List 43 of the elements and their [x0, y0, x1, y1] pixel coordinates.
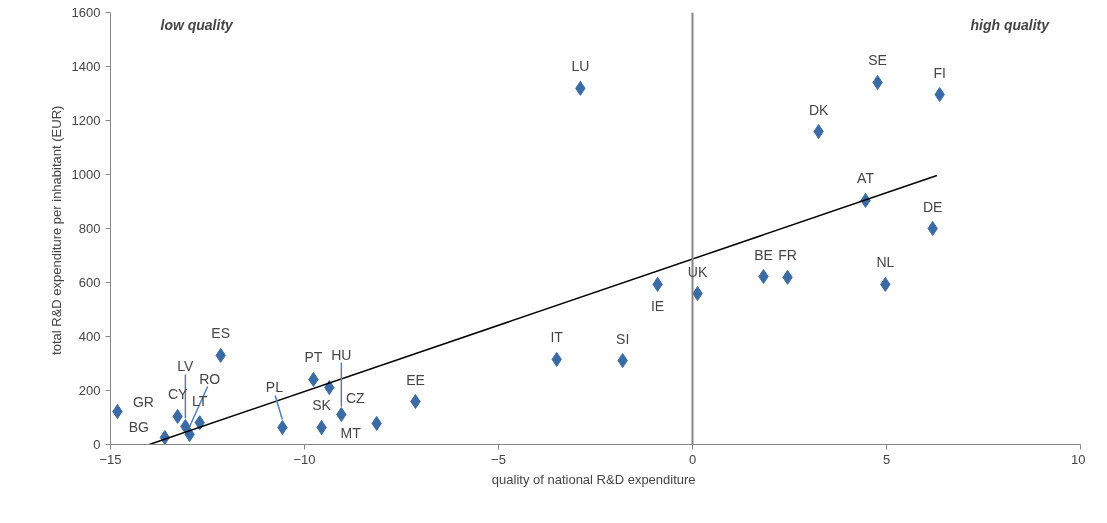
annotation: SE [868, 52, 887, 69]
y-tick-label: 1400 [71, 59, 101, 74]
annotation: SI [616, 330, 630, 347]
annotation: GR [132, 393, 154, 410]
annotation: NL [876, 254, 895, 271]
annotation: low quality [160, 16, 235, 33]
y-tick-label: 1000 [71, 167, 101, 182]
x-tick-label: −5 [491, 451, 506, 467]
y-tick-label: 200 [78, 383, 101, 398]
y-tick-label: 0 [93, 437, 101, 452]
annotation: PT [304, 349, 323, 366]
annotation: high quality [970, 16, 1051, 33]
annotation: LU [571, 58, 590, 75]
annotation: BE [754, 246, 773, 263]
y-axis-title: total R&D expenditure per inhabitant (EUR) [48, 105, 64, 355]
annotation: LV [177, 358, 195, 375]
annotation: HU [331, 346, 352, 363]
annotation: SK [312, 397, 332, 414]
x-tick-label: −10 [293, 451, 316, 467]
annotation: RO [199, 370, 221, 387]
annotation: FI [933, 64, 946, 81]
y-tick-label: 1600 [71, 5, 101, 20]
annotation: EE [406, 371, 425, 388]
annotation: IE [650, 298, 665, 315]
x-tick-label: 10 [1071, 451, 1086, 467]
y-tick-label: 800 [78, 221, 101, 236]
annotation: MT [340, 425, 362, 442]
annotation: IT [550, 329, 564, 346]
annotation: DK [808, 101, 829, 118]
y-tick-label: 600 [78, 275, 101, 290]
y-tick-label: 1200 [71, 113, 101, 128]
y-tick-label: 400 [78, 329, 101, 344]
annotation: AT [857, 170, 875, 187]
x-tick-label: −15 [99, 451, 122, 467]
x-tick-label: 0 [688, 451, 697, 467]
annotation: BG [128, 419, 149, 436]
x-tick-label: 5 [882, 451, 891, 467]
annotation: FR [778, 247, 797, 264]
annotation: DE [922, 198, 943, 215]
annotation: PL [265, 379, 284, 396]
annotation: CZ [346, 389, 366, 406]
x-axis-title: quality of national R&D expenditure [491, 471, 696, 487]
annotation: ES [211, 325, 231, 342]
